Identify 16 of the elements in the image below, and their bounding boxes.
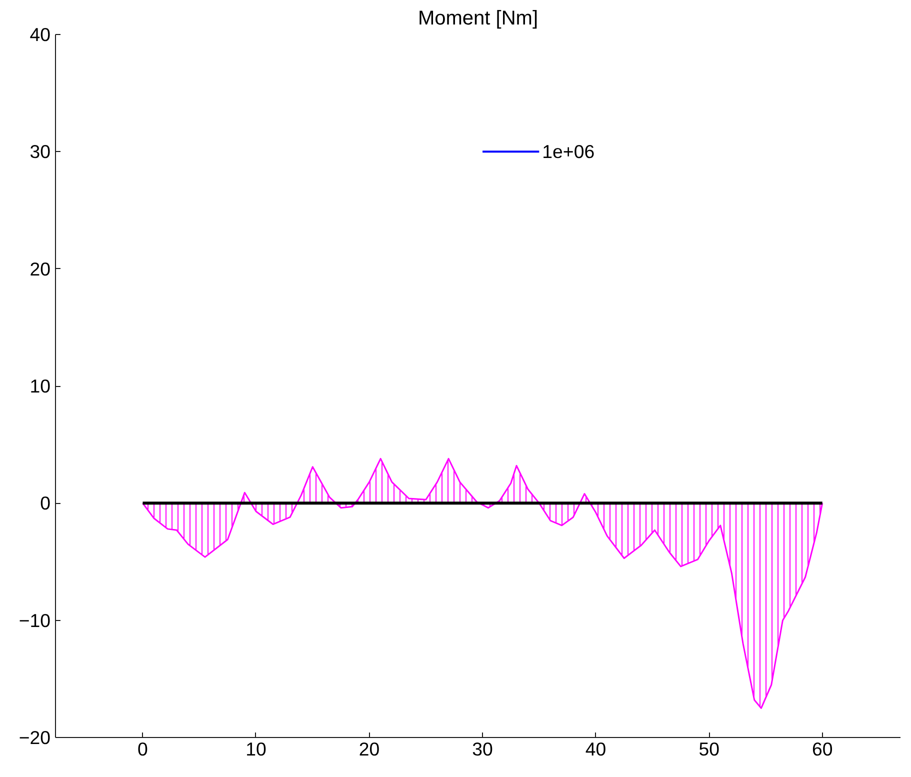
series-label: 1e+06 — [542, 141, 595, 162]
y-tick-label: 0 — [40, 492, 51, 514]
x-tick-label: 50 — [698, 738, 720, 760]
x-tick-label: 30 — [472, 738, 493, 760]
y-tick-label: −10 — [18, 610, 51, 631]
y-tick-label: 10 — [30, 376, 51, 396]
y-tick-label: 40 — [30, 24, 51, 45]
x-tick-label: 0 — [138, 738, 148, 760]
x-tick-label: 60 — [812, 738, 833, 760]
y-tick-label: 30 — [30, 141, 51, 162]
y-tick-label: 20 — [30, 258, 51, 280]
chart-title: Moment [Nm] — [418, 8, 538, 30]
x-tick-label: 20 — [358, 738, 380, 760]
x-tick-label: 40 — [585, 738, 606, 760]
y-tick-label: −20 — [18, 727, 51, 748]
x-tick-label: 10 — [246, 738, 266, 760]
